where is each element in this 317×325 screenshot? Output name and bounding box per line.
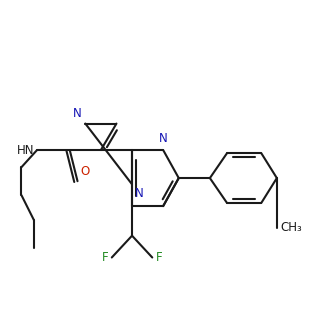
Text: CH₃: CH₃ <box>280 221 302 234</box>
Text: F: F <box>155 251 162 264</box>
Text: F: F <box>102 251 109 264</box>
Text: N: N <box>159 132 168 145</box>
Text: N: N <box>73 108 81 121</box>
Text: HN: HN <box>16 144 34 157</box>
Text: O: O <box>81 165 90 178</box>
Text: N: N <box>135 188 144 201</box>
